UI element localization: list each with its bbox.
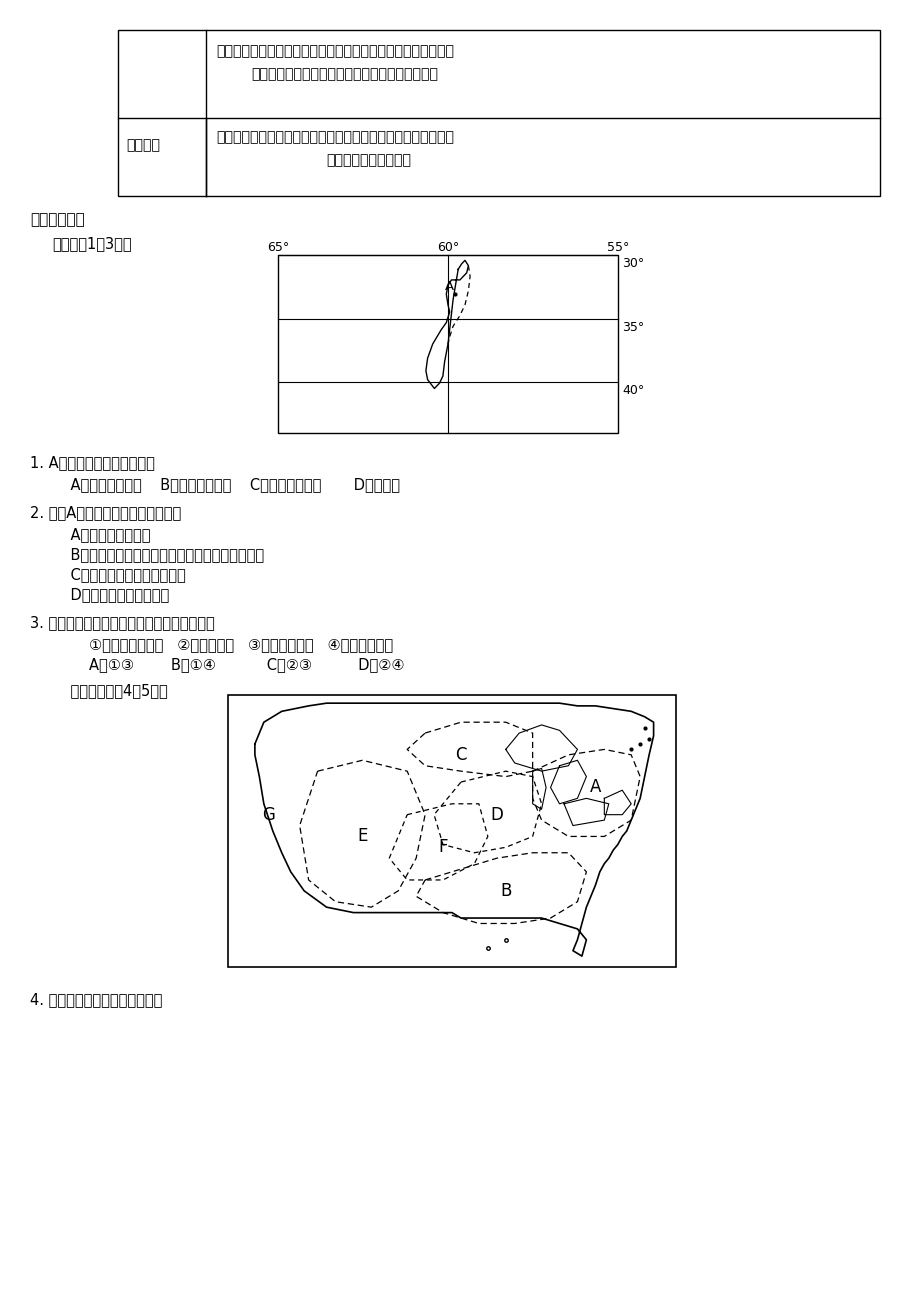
Text: 40°: 40° <box>621 384 643 397</box>
Text: 西欧以温带海洋性气候为主，气候温凉、潮湿，多雨少多雾，日: 西欧以温带海洋性气候为主，气候温凉、潮湿，多雨少多雾，日 <box>216 44 453 59</box>
Text: 读图回答1～3题。: 读图回答1～3题。 <box>52 236 131 251</box>
Text: B．经历了由粗放型牧业到集约型牧业的转变过程: B．经历了由粗放型牧业到集约型牧业的转变过程 <box>52 547 264 562</box>
Text: A．①③        B．①④           C．②③          D．②④: A．①③ B．①④ C．②③ D．②④ <box>52 658 404 672</box>
Text: 照，不利于谷物的成熟，但有利于多汁牧草的生长: 照，不利于谷物的成熟，但有利于多汁牧草的生长 <box>251 66 437 81</box>
Text: E: E <box>357 828 368 845</box>
Text: ①温带大陆性气候   ②地中海气候   ③热带草原气候   ④热带雨林气候: ①温带大陆性气候 ②地中海气候 ③热带草原气候 ④热带雨林气候 <box>52 637 392 652</box>
Text: 四、堂内练习: 四、堂内练习 <box>30 212 85 227</box>
Text: 1. A处附近的农业地域类型是: 1. A处附近的农业地域类型是 <box>30 454 154 470</box>
Text: 55°: 55° <box>607 241 629 254</box>
Text: A．大牧场放牧业    B．商品谷物农业    C．季风水田农业       D．乳畜业: A．大牧场放牧业 B．商品谷物农业 C．季风水田农业 D．乳畜业 <box>52 477 400 492</box>
Text: A: A <box>589 779 600 797</box>
Text: A．主要从事养羊业: A．主要从事养羊业 <box>52 527 151 542</box>
Text: 4. 美国的乳畜业主要分布在图中: 4. 美国的乳畜业主要分布在图中 <box>30 992 162 1006</box>
Text: 65°: 65° <box>267 241 289 254</box>
Text: 西欧经济发达，城市化水平高，食物结构中乳畜产品比重大，乳: 西欧经济发达，城市化水平高，食物结构中乳畜产品比重大，乳 <box>216 130 453 145</box>
Text: G: G <box>262 806 275 824</box>
Text: D．畜牧业科技水平较低: D．畜牧业科技水平较低 <box>52 587 169 602</box>
Bar <box>118 30 879 197</box>
Text: 35°: 35° <box>621 320 643 333</box>
Bar <box>278 255 618 434</box>
Text: 30°: 30° <box>621 256 643 270</box>
Text: C: C <box>455 746 466 764</box>
Text: 读下图，回答4～5题。: 读下图，回答4～5题。 <box>52 684 167 698</box>
Text: B: B <box>500 881 511 900</box>
Text: 60°: 60° <box>437 241 459 254</box>
Text: 畜产品的市场需求量大: 畜产品的市场需求量大 <box>325 154 411 167</box>
Text: A: A <box>444 280 453 293</box>
Text: 3. 该农业地域类型分布地区主要的气候类型是: 3. 该农业地域类型分布地区主要的气候类型是 <box>30 615 214 630</box>
Text: 市场因素: 市场因素 <box>126 138 160 152</box>
Text: D: D <box>490 806 503 824</box>
Text: C．畜产品主要供给本国市场: C．畜产品主要供给本国市场 <box>52 566 186 582</box>
Text: F: F <box>437 838 448 857</box>
Text: 2. 关于A处农业发展的叙述正确的是: 2. 关于A处农业发展的叙述正确的是 <box>30 505 181 519</box>
Bar <box>228 695 675 967</box>
